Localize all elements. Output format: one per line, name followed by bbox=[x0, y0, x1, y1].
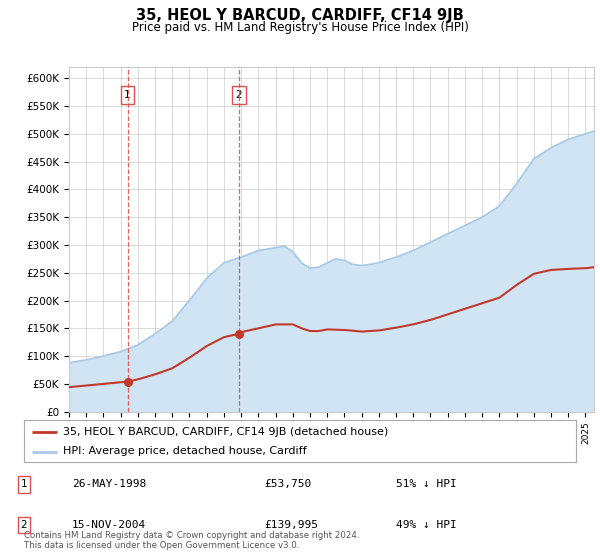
Text: 49% ↓ HPI: 49% ↓ HPI bbox=[396, 520, 457, 530]
Text: 35, HEOL Y BARCUD, CARDIFF, CF14 9JB (detached house): 35, HEOL Y BARCUD, CARDIFF, CF14 9JB (de… bbox=[62, 427, 388, 437]
Text: 26-MAY-1998: 26-MAY-1998 bbox=[72, 479, 146, 489]
Text: Price paid vs. HM Land Registry's House Price Index (HPI): Price paid vs. HM Land Registry's House … bbox=[131, 21, 469, 34]
Text: 1: 1 bbox=[20, 479, 28, 489]
Text: 1: 1 bbox=[124, 90, 131, 100]
Text: 2: 2 bbox=[236, 90, 242, 100]
Text: 2: 2 bbox=[20, 520, 28, 530]
Text: HPI: Average price, detached house, Cardiff: HPI: Average price, detached house, Card… bbox=[62, 446, 306, 456]
Text: Contains HM Land Registry data © Crown copyright and database right 2024.
This d: Contains HM Land Registry data © Crown c… bbox=[24, 530, 359, 550]
Text: £53,750: £53,750 bbox=[264, 479, 311, 489]
Text: 15-NOV-2004: 15-NOV-2004 bbox=[72, 520, 146, 530]
Text: 35, HEOL Y BARCUD, CARDIFF, CF14 9JB: 35, HEOL Y BARCUD, CARDIFF, CF14 9JB bbox=[136, 8, 464, 24]
Text: £139,995: £139,995 bbox=[264, 520, 318, 530]
Text: 51% ↓ HPI: 51% ↓ HPI bbox=[396, 479, 457, 489]
